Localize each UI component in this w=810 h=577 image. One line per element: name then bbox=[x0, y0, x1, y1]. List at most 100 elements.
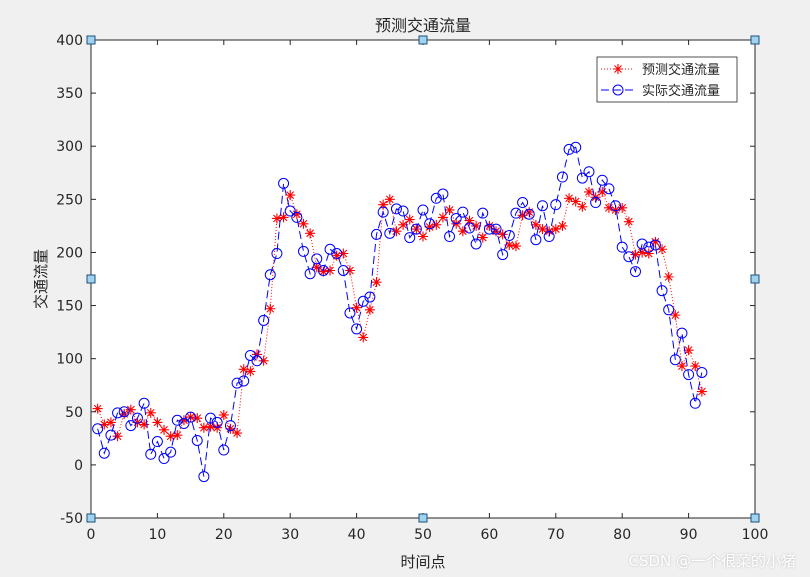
resize-handle[interactable] bbox=[750, 513, 760, 523]
data-point-actual bbox=[198, 471, 210, 483]
data-point-predicted bbox=[404, 214, 415, 225]
data-point-predicted bbox=[643, 248, 654, 259]
data-point-actual bbox=[238, 375, 250, 387]
resize-handle[interactable] bbox=[750, 274, 760, 284]
resize-handle[interactable] bbox=[418, 35, 428, 45]
selection-handles[interactable] bbox=[86, 35, 760, 523]
data-point-actual bbox=[623, 251, 635, 263]
data-point-predicted bbox=[457, 226, 468, 237]
resize-handle[interactable] bbox=[86, 35, 96, 45]
data-point-predicted bbox=[112, 431, 123, 442]
data-point-actual bbox=[603, 183, 615, 195]
data-point-predicted bbox=[637, 247, 648, 258]
data-point-predicted bbox=[172, 430, 183, 441]
data-point-predicted bbox=[205, 421, 216, 432]
data-point-predicted bbox=[690, 361, 701, 372]
x-tick-label: 80 bbox=[613, 527, 631, 543]
data-point-predicted bbox=[497, 229, 508, 240]
data-point-actual bbox=[364, 291, 376, 303]
data-point-actual bbox=[331, 248, 343, 260]
data-point-predicted bbox=[318, 266, 329, 277]
data-point-predicted bbox=[424, 221, 435, 232]
data-point-actual bbox=[490, 223, 502, 235]
data-point-predicted bbox=[530, 219, 541, 230]
y-axis-label: 交通流量 bbox=[32, 249, 50, 309]
data-point-actual bbox=[517, 197, 529, 209]
data-point-actual bbox=[297, 245, 309, 257]
data-point-actual bbox=[278, 177, 290, 189]
data-point-actual bbox=[629, 266, 641, 278]
data-point-actual bbox=[384, 227, 396, 239]
data-point-actual bbox=[696, 366, 708, 378]
data-point-predicted bbox=[504, 240, 515, 251]
data-point-predicted bbox=[623, 216, 634, 227]
data-point-actual bbox=[138, 397, 150, 409]
data-point-actual bbox=[271, 248, 283, 260]
data-point-predicted bbox=[444, 204, 455, 215]
data-point-predicted bbox=[431, 219, 442, 230]
data-point-predicted bbox=[537, 224, 548, 235]
legend[interactable]: 预测交通流量 实际交通流量 bbox=[596, 56, 738, 103]
data-point-actual bbox=[92, 423, 104, 435]
data-point-actual bbox=[251, 355, 263, 367]
data-point-predicted bbox=[325, 265, 336, 276]
data-point-predicted bbox=[92, 403, 103, 414]
data-point-predicted bbox=[145, 407, 156, 418]
data-point-actual bbox=[556, 171, 568, 183]
data-point-actual bbox=[523, 208, 535, 220]
data-point-predicted bbox=[670, 310, 681, 321]
data-point-actual bbox=[576, 172, 588, 184]
data-point-actual bbox=[390, 203, 402, 215]
data-point-predicted bbox=[238, 364, 249, 375]
data-point-actual bbox=[483, 223, 495, 235]
data-point-actual bbox=[550, 199, 562, 211]
data-point-actual bbox=[311, 253, 323, 265]
data-point-actual bbox=[218, 444, 230, 456]
data-point-predicted bbox=[471, 220, 482, 231]
data-point-predicted bbox=[484, 220, 495, 231]
data-point-actual bbox=[377, 206, 389, 218]
data-point-actual bbox=[264, 269, 276, 281]
data-point-actual bbox=[397, 205, 409, 217]
data-point-predicted bbox=[510, 241, 521, 252]
data-point-predicted bbox=[663, 271, 674, 282]
data-point-actual bbox=[317, 265, 329, 277]
data-point-predicted bbox=[650, 236, 661, 247]
legend-label-predicted: 预测交通流量 bbox=[642, 62, 720, 78]
data-point-predicted bbox=[418, 231, 428, 242]
resize-handle[interactable] bbox=[418, 513, 428, 523]
data-point-predicted bbox=[218, 409, 229, 420]
data-point-actual bbox=[171, 414, 183, 426]
x-tick-label: 60 bbox=[480, 527, 498, 543]
x-tick-label: 70 bbox=[547, 527, 565, 543]
tick-layer: 0 10 20 30 40 50 60 70 80 90 100-50050100150200250… bbox=[56, 33, 768, 543]
data-point-predicted bbox=[437, 212, 448, 223]
data-point-actual bbox=[131, 412, 143, 424]
data-point-actual bbox=[337, 265, 349, 277]
data-point-predicted bbox=[198, 422, 209, 433]
data-point-actual bbox=[457, 206, 469, 218]
data-point-actual bbox=[503, 229, 515, 241]
data-point-actual bbox=[125, 420, 137, 432]
data-point-predicted bbox=[232, 428, 243, 439]
data-point-actual bbox=[497, 249, 509, 261]
data-point-predicted bbox=[165, 431, 176, 442]
data-point-actual bbox=[165, 446, 177, 458]
data-point-predicted bbox=[676, 361, 687, 372]
data-point-predicted bbox=[577, 201, 588, 212]
data-point-actual bbox=[444, 231, 456, 243]
data-point-actual bbox=[689, 397, 701, 409]
data-point-actual bbox=[543, 231, 555, 243]
y-tick-label: -50 bbox=[60, 511, 83, 527]
resize-handle[interactable] bbox=[86, 513, 96, 523]
data-point-actual bbox=[669, 354, 681, 366]
data-point-predicted bbox=[285, 190, 296, 201]
resize-handle[interactable] bbox=[86, 274, 96, 284]
data-point-predicted bbox=[696, 386, 707, 397]
data-point-predicted bbox=[391, 226, 402, 237]
data-point-actual bbox=[344, 307, 356, 319]
data-point-predicted bbox=[271, 213, 282, 224]
resize-handle[interactable] bbox=[750, 35, 760, 45]
data-point-predicted bbox=[557, 220, 568, 231]
data-point-actual bbox=[145, 448, 157, 460]
